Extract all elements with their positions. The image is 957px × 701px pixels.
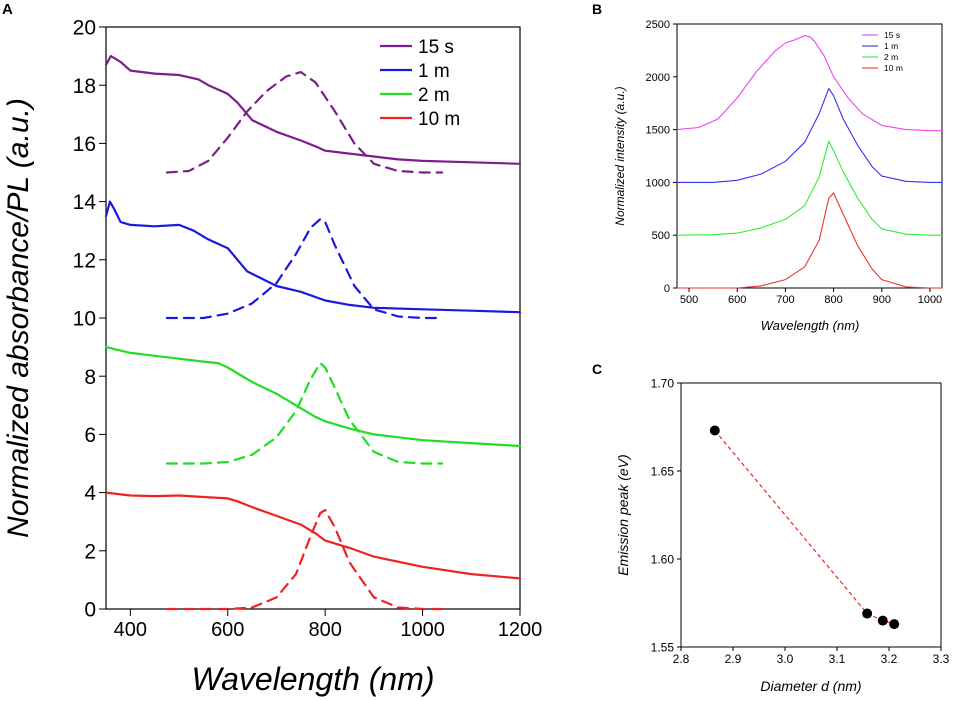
y-tick-label: 500 bbox=[652, 230, 670, 242]
data-point bbox=[862, 608, 873, 619]
y-tick-label: 2 bbox=[84, 540, 96, 563]
legend-entry: 2 m bbox=[418, 85, 450, 106]
x-tick-label: 2.8 bbox=[673, 652, 690, 666]
x-tick-label: 400 bbox=[114, 619, 147, 641]
data-point bbox=[709, 425, 720, 436]
legend-entry: 10 m bbox=[418, 109, 460, 130]
x-tick-label: 3.3 bbox=[933, 652, 950, 666]
panel-c-x-label: Diameter d (nm) bbox=[760, 678, 861, 694]
x-tick-label: 3.2 bbox=[881, 652, 898, 666]
y-tick-label: 20 bbox=[73, 17, 96, 40]
panel-b-frame bbox=[676, 23, 943, 289]
series-line-10m-absorbance bbox=[104, 491, 522, 580]
panel-b-y-label: Normalized intensity (a.u.) bbox=[613, 86, 627, 225]
y-tick-label: 2000 bbox=[646, 72, 670, 84]
y-tick-label: 1.70 bbox=[651, 376, 675, 390]
panel-b-x-label: Wavelength (nm) bbox=[761, 318, 860, 333]
panel-c-frame bbox=[680, 382, 942, 648]
series-line-1m-absorbance bbox=[104, 200, 522, 314]
series-line-15s-absorbance bbox=[104, 54, 522, 165]
x-tick-label: 600 bbox=[211, 619, 244, 641]
data-point bbox=[877, 615, 888, 626]
y-tick-label: 12 bbox=[73, 249, 96, 272]
y-tick-label: 16 bbox=[73, 133, 96, 156]
y-tick-label: 1500 bbox=[646, 125, 670, 137]
x-tick-label: 700 bbox=[776, 294, 794, 306]
panel-a-chart: 400 600 800 1000 1200 0 2 4 6 8 10 12 14 16 18 20 15 s… bbox=[2, 17, 542, 697]
y-tick-label: 1.65 bbox=[651, 464, 675, 478]
y-tick-label: 10 bbox=[73, 308, 96, 331]
panel-c-chart: 2.8 2.9 3.0 3.1 3.2 3.3 1.55 1.60 1.65 1.70 Diam… bbox=[615, 376, 950, 694]
y-tick-label: 18 bbox=[73, 75, 96, 98]
legend-entry: 15 s bbox=[418, 37, 454, 58]
y-tick-label: 1.55 bbox=[651, 640, 675, 654]
y-tick-label: 1000 bbox=[646, 177, 670, 189]
x-tick-label: 1000 bbox=[918, 294, 942, 306]
x-tick-label: 2.9 bbox=[725, 652, 742, 666]
series-line-15s-pl bbox=[165, 70, 444, 174]
panel-a-y-label: Normalized absorbance/PL (a.u.) bbox=[2, 98, 35, 538]
x-tick-label: 800 bbox=[824, 294, 842, 306]
x-tick-label: 900 bbox=[873, 294, 891, 306]
y-tick-label: 14 bbox=[73, 191, 97, 214]
series-line-10m bbox=[676, 192, 943, 289]
y-tick-label: 8 bbox=[84, 366, 96, 389]
x-tick-label: 3.0 bbox=[777, 652, 794, 666]
y-tick-label: 0 bbox=[84, 599, 96, 622]
series-line-1m bbox=[676, 87, 943, 183]
y-tick-label: 1.60 bbox=[651, 552, 675, 566]
series-line-2m bbox=[676, 140, 943, 236]
legend-entry: 15 s bbox=[884, 30, 900, 40]
panel-letter-a: A bbox=[2, 1, 13, 18]
series-line-2m-pl bbox=[165, 362, 444, 465]
legend-entry: 10 m bbox=[884, 63, 903, 73]
x-tick-label: 3.1 bbox=[829, 652, 846, 666]
fit-line bbox=[714, 430, 895, 625]
data-point bbox=[889, 619, 900, 630]
panel-a-x-label: Wavelength (nm) bbox=[191, 661, 434, 697]
y-tick-label: 4 bbox=[84, 482, 96, 505]
x-tick-label: 1000 bbox=[400, 619, 445, 641]
legend-entry: 1 m bbox=[884, 41, 898, 51]
panel-c-y-label: Emission peak (eV) bbox=[615, 454, 631, 575]
x-tick-label: 500 bbox=[680, 294, 698, 306]
x-tick-label: 800 bbox=[308, 619, 341, 641]
legend-entry: 2 m bbox=[884, 52, 898, 62]
series-line-2m-absorbance bbox=[104, 346, 522, 448]
panel-b-chart: 500 600 700 800 900 1000 0 500 1000 1500 2000 2500… bbox=[613, 19, 943, 333]
series-line-15s bbox=[676, 35, 943, 132]
legend-entry: 1 m bbox=[418, 61, 450, 82]
series-line-1m-pl bbox=[165, 218, 444, 320]
panel-letter-b: B bbox=[592, 1, 602, 17]
panel-letter-c: C bbox=[592, 361, 602, 377]
x-tick-label: 1200 bbox=[498, 619, 543, 641]
y-tick-label: 2500 bbox=[646, 19, 670, 31]
x-tick-label: 600 bbox=[728, 294, 746, 306]
y-tick-label: 0 bbox=[664, 283, 670, 295]
y-tick-label: 6 bbox=[84, 424, 96, 447]
series-line-10m-pl bbox=[165, 509, 444, 611]
